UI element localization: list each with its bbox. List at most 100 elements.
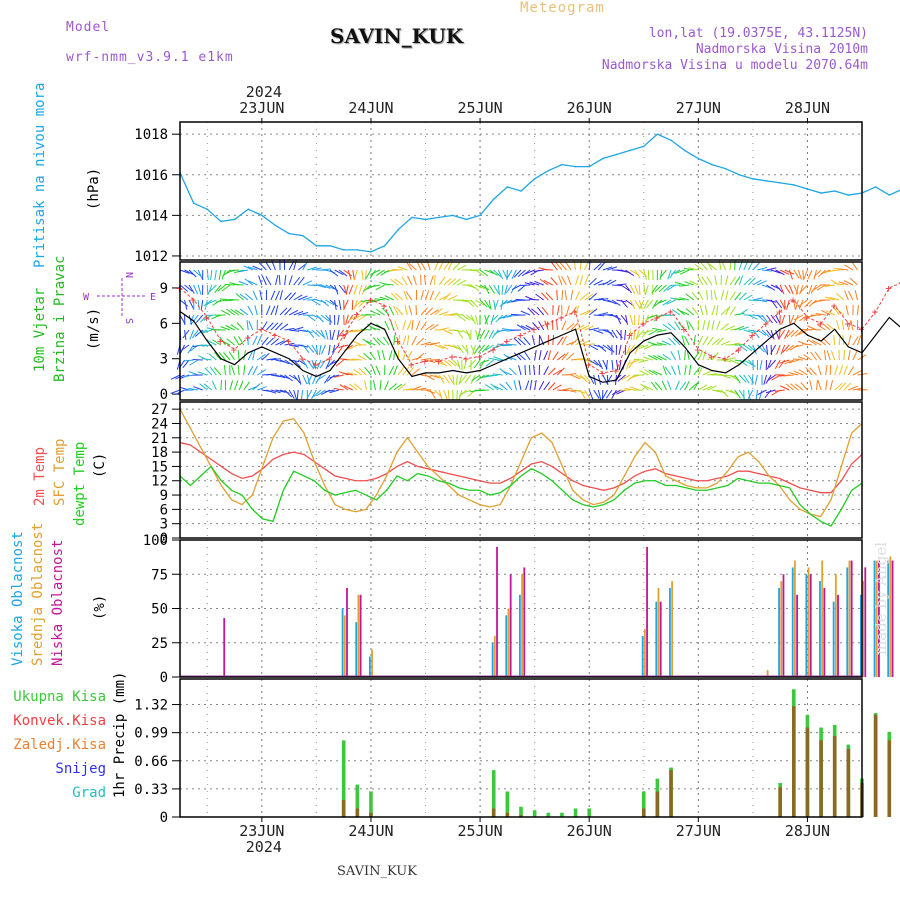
precip-bar	[846, 748, 851, 817]
wind-arrow	[656, 342, 667, 346]
wind-arrow	[188, 371, 199, 376]
wind-arrow	[693, 366, 701, 376]
wind-arrow	[838, 281, 849, 286]
wind-arrow	[625, 314, 629, 325]
wind-gust-marker: +	[490, 343, 497, 356]
wind-arrow	[684, 349, 686, 361]
wind-arrow	[520, 325, 531, 331]
wind-arrow	[325, 359, 331, 370]
wind-arrow	[274, 275, 279, 286]
wind-arrow	[429, 374, 440, 379]
wind-arrow	[457, 314, 466, 322]
wind-arrow	[320, 314, 330, 322]
wind-arrow	[785, 383, 795, 391]
wind-arrow	[497, 284, 500, 295]
wind-arrow	[296, 389, 299, 400]
wind-arrow	[293, 326, 304, 331]
wind-arrow	[200, 314, 208, 323]
wind-arrow	[434, 374, 444, 380]
wind-arrow	[779, 385, 790, 391]
wind-arrow	[252, 290, 258, 301]
wind-arrow	[252, 335, 258, 346]
cloud-bar	[889, 556, 892, 677]
temp-unit: (C)	[92, 453, 108, 478]
cloud-bar	[846, 567, 849, 677]
wind-arrow	[502, 269, 508, 280]
wind-arrow	[393, 383, 403, 391]
wind-arrow	[663, 284, 672, 292]
wind-arrow	[644, 368, 654, 376]
wind-arrow	[375, 269, 385, 276]
wind-arrow	[257, 386, 267, 391]
wind-arrow	[629, 284, 636, 295]
wind-arrow	[810, 351, 817, 361]
wind-arrow	[529, 380, 533, 391]
wind-arrow	[720, 389, 729, 398]
y-tick-label: 50	[151, 602, 168, 618]
wind-arrow	[793, 314, 799, 325]
wind-arrow	[774, 359, 781, 370]
model-name: wrf-nmm_v3.9.1 e1km	[66, 50, 234, 65]
wind-arrow	[191, 314, 199, 324]
wind-arrow	[597, 359, 604, 370]
wind-arrow	[188, 299, 195, 310]
panel-frame	[179, 678, 863, 818]
wind-arrow	[605, 389, 613, 399]
wind-arrow	[448, 295, 458, 301]
wind-arrow	[184, 284, 193, 292]
wind-arrow	[656, 299, 667, 304]
wind-arrow	[775, 299, 783, 309]
wind-arrow	[856, 304, 859, 316]
wind-arrow	[246, 320, 249, 331]
wind-arrow	[775, 269, 785, 276]
wind-arrow	[743, 359, 753, 366]
wind-arrow	[343, 329, 349, 340]
wind-arrow	[202, 329, 212, 334]
wind-arrow	[349, 383, 358, 391]
wind-arrow	[533, 365, 536, 376]
wind-arrow	[754, 374, 758, 385]
wind-arrow	[257, 369, 266, 376]
wind-arrow	[711, 338, 721, 346]
wind-arrow	[720, 323, 729, 331]
wind-arrow	[607, 329, 615, 338]
wind-arrow	[757, 314, 766, 322]
wind-gust-marker: +	[190, 294, 197, 307]
cloud-bar	[509, 574, 512, 677]
wind-subtitle: Brzina i Pravac	[52, 256, 68, 382]
wind-arrow	[397, 383, 407, 391]
wind-arrow	[659, 269, 667, 278]
wind-arrow	[648, 329, 658, 336]
cloud-bar	[671, 581, 674, 677]
day-label-bottom: 25JUN	[458, 822, 503, 840]
pressure-point	[561, 163, 563, 166]
wind-arrow	[320, 329, 326, 340]
wind-arrow	[710, 289, 713, 301]
wind-arrow	[354, 299, 363, 308]
wind-arrow	[375, 284, 385, 291]
pressure-point	[370, 251, 372, 253]
wind-arrow	[370, 269, 381, 275]
wind-arrow	[320, 284, 331, 289]
wind-arrow	[405, 291, 413, 301]
cloud-unit: (%)	[92, 595, 108, 620]
wind-gust-marker: +	[722, 353, 729, 366]
wind-arrow	[239, 308, 249, 316]
wind-arrow	[730, 342, 741, 346]
wind-arrow	[425, 389, 436, 394]
wind-arrow	[561, 335, 568, 346]
wind-arrow	[244, 278, 254, 286]
pressure-point	[397, 228, 400, 231]
wind-arrow	[708, 263, 717, 271]
wind-arrow	[790, 329, 799, 338]
wind-arrow	[786, 329, 795, 338]
wind-arrow	[607, 299, 617, 305]
pressure-point	[452, 214, 454, 217]
wind-arrow	[804, 299, 813, 308]
wind-arrow	[561, 289, 564, 301]
wind-arrow	[461, 389, 472, 395]
wind-arrow	[798, 329, 808, 336]
pressure-point	[206, 208, 209, 211]
wind-arrow	[447, 278, 457, 286]
